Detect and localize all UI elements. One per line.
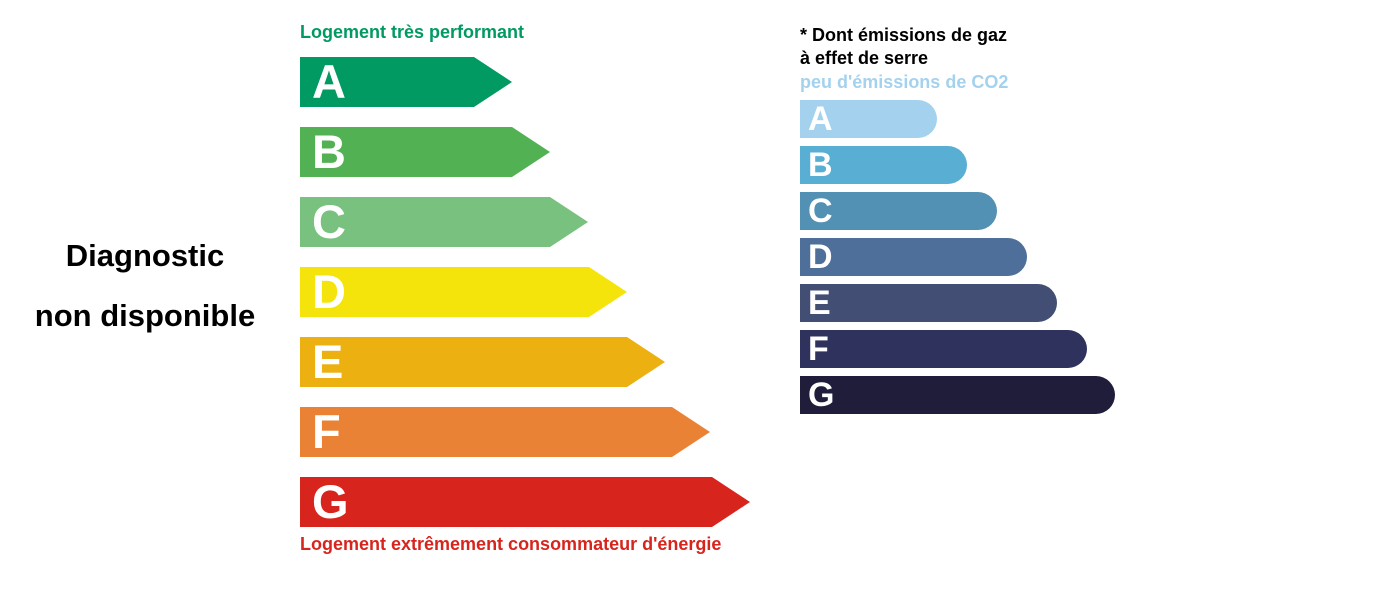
- co2-scale: A B C D E F G: [800, 100, 1115, 414]
- energy-arrow-c: C: [300, 197, 588, 247]
- energy-arrow-d: D: [300, 267, 627, 317]
- co2-letter: F: [808, 330, 829, 368]
- energy-letter: F: [312, 405, 341, 458]
- energy-letter: E: [312, 335, 344, 388]
- energy-arrow-f: F: [300, 407, 710, 457]
- energy-letter: A: [312, 55, 346, 108]
- co2-bar-c: C: [800, 192, 997, 230]
- co2-bar-e: E: [800, 284, 1057, 322]
- co2-bar-b: B: [800, 146, 967, 184]
- energy-letter: G: [312, 475, 349, 528]
- co2-letter: G: [808, 376, 835, 414]
- co2-letter: E: [808, 284, 831, 322]
- co2-scale-header: * Dont émissions de gaz à effet de serre: [800, 24, 1007, 70]
- energy-arrow-b: B: [300, 127, 550, 177]
- co2-bar-f: F: [800, 330, 1087, 368]
- co2-bar-a: A: [800, 100, 937, 138]
- energy-arrow-e: E: [300, 337, 665, 387]
- diagnostic-status-text: Diagnostic non disponible: [10, 226, 280, 346]
- co2-header-line2: à effet de serre: [800, 48, 929, 68]
- co2-bar-g: G: [800, 376, 1115, 414]
- diagnostic-status-line1: Diagnostic: [65, 238, 225, 273]
- energy-letter: C: [312, 195, 346, 248]
- co2-bar-d: D: [800, 238, 1027, 276]
- co2-letter: C: [808, 192, 833, 230]
- co2-letter: D: [808, 238, 833, 276]
- energy-letter: B: [312, 125, 346, 178]
- co2-scale-subheader: peu d'émissions de CO2: [800, 72, 1009, 92]
- co2-letter: A: [808, 100, 833, 138]
- energy-letter: D: [312, 265, 346, 318]
- energy-arrow-a: A: [300, 57, 512, 107]
- energy-arrow-g: G: [300, 477, 750, 527]
- energy-scale-bottom-label: Logement extrêmement consommateur d'éner…: [300, 534, 722, 554]
- co2-header-line1: * Dont émissions de gaz: [800, 25, 1008, 45]
- energy-scale: A B C D E F G: [300, 57, 750, 527]
- co2-letter: B: [808, 146, 833, 184]
- diagnostic-status-line2: non disponible: [34, 298, 256, 333]
- energy-scale-top-label: Logement très performant: [300, 22, 525, 42]
